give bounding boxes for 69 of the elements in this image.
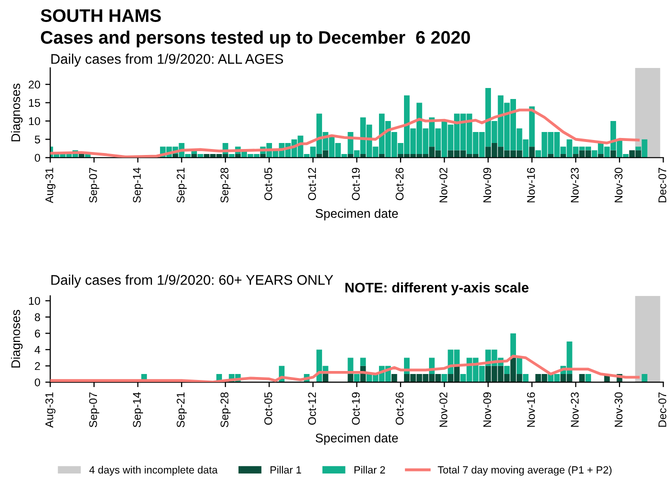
- y-tick-label: 10: [29, 297, 40, 305]
- y-axis-title: Diagnoses: [10, 310, 23, 368]
- y-tick-label: 2: [34, 362, 40, 370]
- bar: [322, 374, 328, 382]
- y-tick-label: 0: [34, 154, 40, 162]
- legend-label: 4 days with incomplete data: [89, 466, 218, 476]
- x-tick-label: Nov-02: [439, 392, 448, 427]
- x-tick-label: Oct-26: [396, 392, 404, 425]
- x-axis-title: Specimen date: [316, 208, 398, 220]
- x-tick-label: Oct-19: [352, 392, 360, 425]
- y-tick-label: 8: [34, 313, 40, 322]
- x-tick-label: Oct-12: [308, 392, 316, 425]
- bar: [354, 374, 360, 382]
- bar: [442, 374, 448, 382]
- x-tick-label: Oct-05: [264, 168, 272, 200]
- y-tick-label: 0: [34, 378, 40, 386]
- bar: [504, 366, 510, 374]
- x-tick-label: Oct-12: [308, 168, 316, 200]
- x-tick-label: Nov-23: [570, 392, 579, 427]
- bar: [585, 374, 592, 382]
- x-tick-label: Sep-28: [220, 168, 231, 203]
- x-axis-title: Specimen date: [316, 433, 398, 445]
- y-tick-label: 6: [34, 330, 40, 338]
- x-tick-label: Nov-16: [527, 392, 535, 427]
- x-tick-label: Nov-23: [570, 168, 579, 202]
- x-tick-label: Nov-30: [614, 392, 622, 427]
- chart-title: SOUTH HAMS: [40, 9, 161, 22]
- text: Daily cases from 1/9/2020: ALL AGES: [51, 54, 284, 67]
- chart-subtitle: Cases and persons tested up to December 6 2020: [40, 30, 470, 48]
- y-tick-label: 10: [29, 117, 40, 126]
- x-tick-label: Nov-09: [483, 392, 492, 427]
- legend-label: Total 7 day moving average (P1 + P2): [438, 466, 612, 476]
- y-tick-label: 5: [34, 136, 40, 144]
- x-tick-label: Sep-07: [89, 392, 100, 428]
- chart-title: Daily cases from 1/9/2020: 60+ YEARS ONLY: [51, 274, 334, 288]
- line-series: [50, 354, 640, 382]
- legend-label: Pillar 2: [354, 466, 385, 474]
- x-tick-label: Oct-19: [352, 168, 360, 200]
- x-tick-label: Dec-07: [658, 392, 666, 427]
- y-tick-label: 15: [29, 99, 40, 107]
- x-tick-label: Oct-26: [396, 168, 404, 200]
- bar: [529, 146, 535, 158]
- x-tick-label: Oct-05: [264, 392, 272, 425]
- x-tick-label: Sep-21: [176, 392, 187, 428]
- y-axis-title: Diagnoses: [10, 84, 23, 142]
- bar: [348, 374, 354, 382]
- line-series: [50, 108, 640, 158]
- y-tick-label: 20: [28, 80, 40, 89]
- x-tick-label: Aug-31: [45, 392, 56, 428]
- text: NOTE: different y-axis scale: [345, 282, 529, 296]
- y-tick-label: 4: [34, 346, 40, 354]
- x-tick-label: Aug-31: [45, 168, 56, 204]
- x-tick-label: Sep-14: [132, 392, 144, 428]
- x-tick-label: Sep-14: [132, 168, 144, 203]
- x-tick-label: Nov-16: [527, 168, 535, 202]
- bar: [391, 374, 398, 382]
- legend-label: Pillar 1: [270, 466, 302, 474]
- x-tick-label: Sep-28: [220, 392, 231, 428]
- bar: [522, 374, 528, 382]
- x-tick-label: Sep-07: [89, 168, 100, 203]
- bar: [579, 374, 585, 382]
- x-tick-label: Sep-21: [176, 168, 187, 203]
- bar: [642, 374, 648, 382]
- x-tick-label: Nov-02: [439, 168, 448, 202]
- x-tick-label: Dec-07: [658, 168, 666, 202]
- x-tick-label: Nov-30: [614, 168, 622, 202]
- x-tick-label: Nov-09: [483, 168, 492, 202]
- bar: [516, 358, 522, 374]
- bar: [360, 358, 366, 366]
